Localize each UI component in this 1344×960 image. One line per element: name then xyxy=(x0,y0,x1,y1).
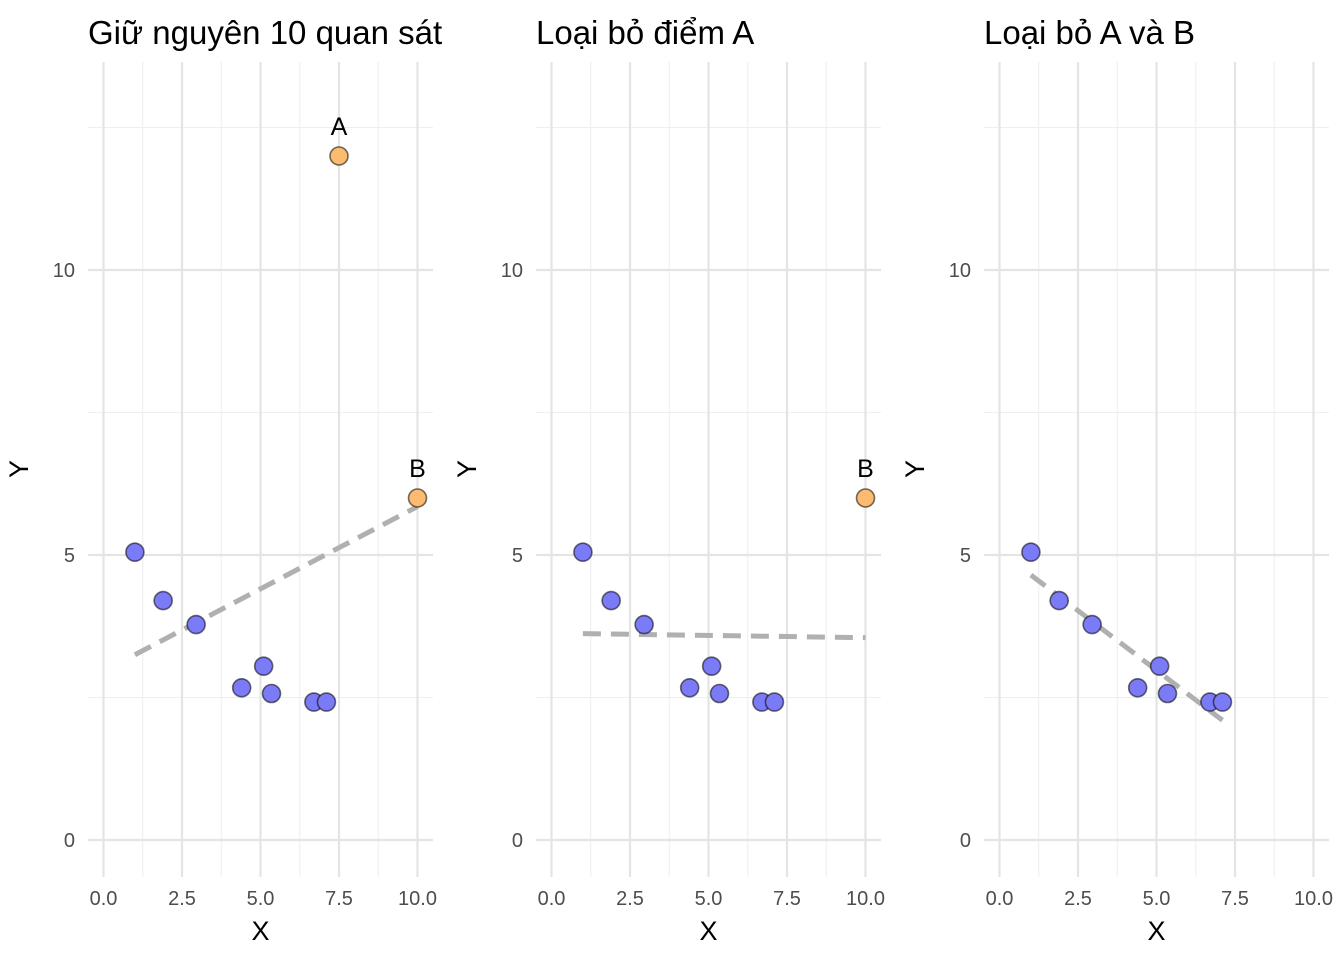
x-tick-label: 7.5 xyxy=(1221,888,1249,910)
regression-line xyxy=(133,504,419,657)
x-tick-label: 0.0 xyxy=(986,888,1014,910)
x-tick-label: 7.5 xyxy=(773,888,801,910)
data-point xyxy=(253,656,274,676)
data-point xyxy=(1212,692,1233,712)
panel-title: Loại bỏ A và B xyxy=(984,14,1195,51)
data-point xyxy=(261,683,282,704)
y-tick-label: 10 xyxy=(501,260,523,282)
data-point xyxy=(679,678,700,698)
data-point xyxy=(634,614,654,635)
x-tick-label: 5.0 xyxy=(247,888,275,910)
x-axis-title: X xyxy=(699,916,717,946)
y-tick-label: 10 xyxy=(53,260,75,282)
x-tick-label: 2.5 xyxy=(616,888,644,910)
panel-3: 0.0 2.5 5.0 7.5 10.0 0 5 10 X Y Loại bỏ A và B xyxy=(900,14,1333,946)
outlier-point-B xyxy=(407,488,428,508)
point-label: B xyxy=(409,455,426,483)
y-tick-label: 5 xyxy=(64,545,75,567)
data-point xyxy=(186,614,206,635)
data-point xyxy=(1049,590,1069,611)
panel-1: 0.0 2.5 5.0 7.5 10.0 0 5 10 X Y Giữ nguyên 10 quan… xyxy=(4,14,442,946)
outlier-point-B xyxy=(855,488,876,508)
data-point xyxy=(1127,678,1148,698)
x-tick-label: 10.0 xyxy=(1294,888,1333,910)
outlier-point-A xyxy=(329,146,349,166)
x-tick-label: 5.0 xyxy=(695,888,723,910)
y-tick-label: 0 xyxy=(64,830,75,852)
y-tick-label: 0 xyxy=(960,830,971,852)
y-tick-label: 5 xyxy=(960,545,971,567)
data-point xyxy=(601,590,621,611)
data-point xyxy=(1149,656,1170,676)
x-tick-label: 7.5 xyxy=(325,888,353,910)
regression-line xyxy=(582,631,866,641)
y-axis-title: Y xyxy=(900,460,930,478)
x-tick-label: 10.0 xyxy=(398,888,437,910)
x-tick-label: 2.5 xyxy=(168,888,196,910)
data-point xyxy=(764,692,785,712)
data-point xyxy=(1082,614,1102,635)
point-label: B xyxy=(857,455,874,483)
y-tick-label: 10 xyxy=(949,260,971,282)
x-axis-title: X xyxy=(1147,916,1165,946)
x-axis-title: X xyxy=(251,916,269,946)
data-point xyxy=(153,590,173,611)
x-tick-label: 10.0 xyxy=(846,888,885,910)
data-point xyxy=(709,683,730,704)
data-point xyxy=(1157,683,1178,704)
data-point xyxy=(1021,542,1041,562)
data-point xyxy=(125,542,145,562)
x-tick-label: 2.5 xyxy=(1064,888,1092,910)
y-axis-title: Y xyxy=(4,460,34,478)
y-tick-label: 5 xyxy=(512,545,523,567)
y-tick-label: 0 xyxy=(512,830,523,852)
panel-title: Loại bỏ điểm A xyxy=(536,14,754,51)
data-point xyxy=(316,692,337,712)
y-axis-title: Y xyxy=(452,460,482,478)
point-label: A xyxy=(331,113,348,141)
x-tick-label: 0.0 xyxy=(538,888,566,910)
panel-2: 0.0 2.5 5.0 7.5 10.0 0 5 10 X Y Loại bỏ điểm A B xyxy=(452,14,885,946)
data-point xyxy=(231,678,252,698)
data-point xyxy=(573,542,593,562)
data-point xyxy=(701,656,722,676)
x-tick-label: 5.0 xyxy=(1143,888,1171,910)
x-tick-label: 0.0 xyxy=(90,888,118,910)
panel-title: Giữ nguyên 10 quan sát xyxy=(88,14,442,51)
